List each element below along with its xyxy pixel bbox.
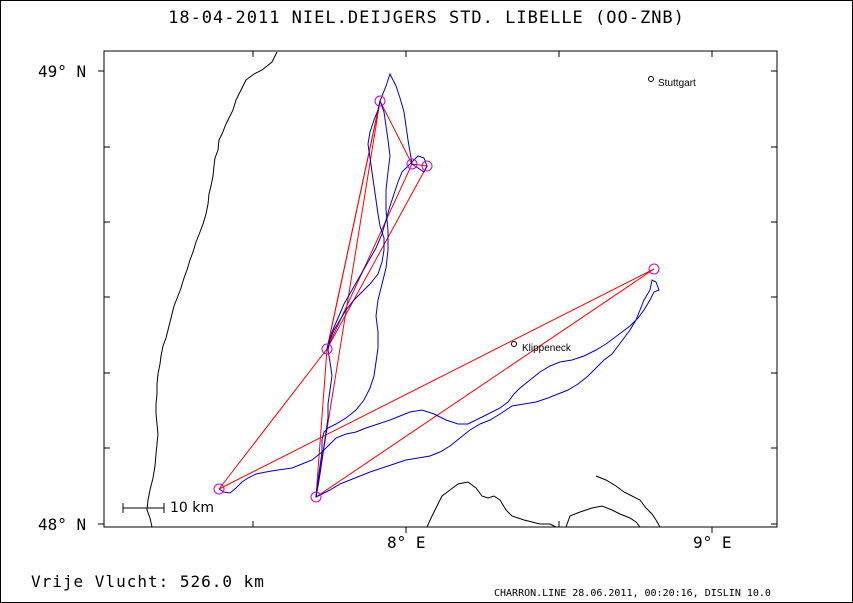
lake-shore-line-3 <box>595 475 661 528</box>
town-marker-stuttgart <box>648 76 654 82</box>
town-marker-klippeneck <box>511 341 517 347</box>
turnpoint-4 <box>406 158 418 170</box>
town-label-klippeneck: Klippeneck <box>522 343 571 354</box>
flight-track <box>218 99 660 498</box>
town-label-stuttgart: Stuttgart <box>658 78 696 89</box>
flight-title: 18-04-2011 NIEL.DEIJGERS STD. LIBELLE (O… <box>168 8 685 28</box>
lake-shore-line <box>426 481 557 528</box>
lake-shore-line-2 <box>565 505 641 528</box>
scale-bar <box>122 503 165 513</box>
rhine-border-line <box>146 51 278 528</box>
scale-bar-label: 10 km <box>170 500 215 516</box>
turnpoint-start <box>213 483 225 495</box>
plot-border <box>103 50 778 528</box>
lat-label-48: 48° N <box>38 515 87 534</box>
lon-label-8: 8° E <box>387 533 426 552</box>
turnpoint-7 <box>648 263 660 275</box>
flight-track-2 <box>326 72 428 350</box>
lat-label-49: 49° N <box>38 62 87 81</box>
turnpoint-markers <box>213 95 660 503</box>
task-lines <box>218 99 655 498</box>
lon-label-9: 9° E <box>693 533 732 552</box>
axis-ticks <box>98 51 777 533</box>
turnpoint-2 <box>321 343 333 355</box>
turnpoint-5 <box>421 160 433 172</box>
turnpoint-6 <box>310 491 322 503</box>
footer-credits: CHARRON.LINE 28.06.2011, 00:20:16, DISLI… <box>494 588 771 599</box>
turnpoint-3 <box>374 95 386 107</box>
free-flight-distance: Vrije Vlucht: 526.0 km <box>31 572 265 591</box>
